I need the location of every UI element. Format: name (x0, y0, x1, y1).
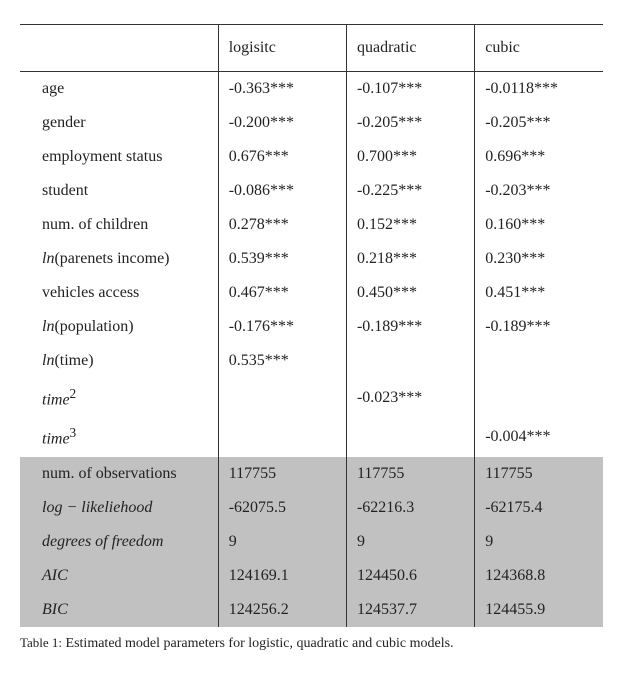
row-label: age (20, 72, 218, 107)
table-row: student-0.086***-0.225***-0.203*** (20, 174, 603, 208)
header-logistic: logisitc (218, 25, 346, 72)
row-label: log − likeliehood (20, 491, 218, 525)
table-row: ln(population)-0.176***-0.189***-0.189**… (20, 310, 603, 344)
header-cubic: cubic (475, 25, 603, 72)
cell-value: -0.107*** (346, 72, 474, 107)
table-row: BIC124256.2124537.7124455.9 (20, 593, 603, 627)
cell-value (346, 417, 474, 456)
table-row: AIC124169.1124450.6124368.8 (20, 559, 603, 593)
cell-value: 117755 (218, 457, 346, 491)
cell-value: 0.160*** (475, 208, 603, 242)
table-row: degrees of freedom999 (20, 525, 603, 559)
row-label: BIC (20, 593, 218, 627)
cell-value: 117755 (475, 457, 603, 491)
cell-value: -0.176*** (218, 310, 346, 344)
cell-value (475, 344, 603, 378)
caption-label: Table 1: (20, 635, 62, 650)
header-quadratic: quadratic (346, 25, 474, 72)
cell-value: 0.700*** (346, 140, 474, 174)
cell-value: 9 (475, 525, 603, 559)
cell-value: 124537.7 (346, 593, 474, 627)
cell-value: -0.004*** (475, 417, 603, 456)
row-label: AIC (20, 559, 218, 593)
cell-value: -0.363*** (218, 72, 346, 107)
cell-value: 124256.2 (218, 593, 346, 627)
regression-results-table: logisitc quadratic cubic age-0.363***-0.… (20, 24, 603, 627)
table-row: time3 -0.004*** (20, 417, 603, 456)
header-blank (20, 25, 218, 72)
row-label: time3 (20, 417, 218, 456)
row-label: employment status (20, 140, 218, 174)
table-row: age-0.363***-0.107***-0.0118*** (20, 72, 603, 107)
cell-value: 0.451*** (475, 276, 603, 310)
cell-value: -0.205*** (475, 106, 603, 140)
caption-text: Estimated model parameters for logistic,… (66, 636, 454, 651)
cell-value: -62216.3 (346, 491, 474, 525)
table-row: ln(time)0.535*** (20, 344, 603, 378)
cell-value: 124368.8 (475, 559, 603, 593)
cell-value: 117755 (346, 457, 474, 491)
cell-value: 0.676*** (218, 140, 346, 174)
cell-value: 9 (346, 525, 474, 559)
cell-value: 124450.6 (346, 559, 474, 593)
row-label: num. of children (20, 208, 218, 242)
cell-value: -0.189*** (475, 310, 603, 344)
table-caption: Table 1: Estimated model parameters for … (20, 627, 603, 652)
cell-value (218, 378, 346, 417)
row-label: ln(parenets income) (20, 242, 218, 276)
cell-value: -0.205*** (346, 106, 474, 140)
row-label: time2 (20, 378, 218, 417)
cell-value (346, 344, 474, 378)
cell-value: -0.023*** (346, 378, 474, 417)
table-row: vehicles access0.467***0.450***0.451*** (20, 276, 603, 310)
cell-value: -62175.4 (475, 491, 603, 525)
cell-value: 0.467*** (218, 276, 346, 310)
cell-value: -0.200*** (218, 106, 346, 140)
row-label: degrees of freedom (20, 525, 218, 559)
cell-value (218, 417, 346, 456)
table-row: ln(parenets income)0.539***0.218***0.230… (20, 242, 603, 276)
row-label: vehicles access (20, 276, 218, 310)
row-label: ln(time) (20, 344, 218, 378)
cell-value: -0.203*** (475, 174, 603, 208)
cell-value: 0.696*** (475, 140, 603, 174)
cell-value: 0.152*** (346, 208, 474, 242)
table-header-row: logisitc quadratic cubic (20, 25, 603, 72)
cell-value: 0.278*** (218, 208, 346, 242)
row-label: num. of observations (20, 457, 218, 491)
cell-value: 124169.1 (218, 559, 346, 593)
row-label: gender (20, 106, 218, 140)
cell-value: -0.189*** (346, 310, 474, 344)
table-row: time2 -0.023*** (20, 378, 603, 417)
row-label: student (20, 174, 218, 208)
cell-value: 9 (218, 525, 346, 559)
cell-value: 0.218*** (346, 242, 474, 276)
cell-value: -0.0118*** (475, 72, 603, 107)
cell-value: -62075.5 (218, 491, 346, 525)
cell-value: 0.535*** (218, 344, 346, 378)
table-row: gender-0.200***-0.205***-0.205*** (20, 106, 603, 140)
cell-value (475, 378, 603, 417)
row-label: ln(population) (20, 310, 218, 344)
cell-value: 0.539*** (218, 242, 346, 276)
cell-value: 0.450*** (346, 276, 474, 310)
table-row: employment status0.676***0.700***0.696**… (20, 140, 603, 174)
cell-value: -0.086*** (218, 174, 346, 208)
table-row: log − likeliehood-62075.5-62216.3-62175.… (20, 491, 603, 525)
cell-value: 0.230*** (475, 242, 603, 276)
table-row: num. of observations117755117755117755 (20, 457, 603, 491)
cell-value: -0.225*** (346, 174, 474, 208)
table-row: num. of children0.278***0.152***0.160*** (20, 208, 603, 242)
cell-value: 124455.9 (475, 593, 603, 627)
